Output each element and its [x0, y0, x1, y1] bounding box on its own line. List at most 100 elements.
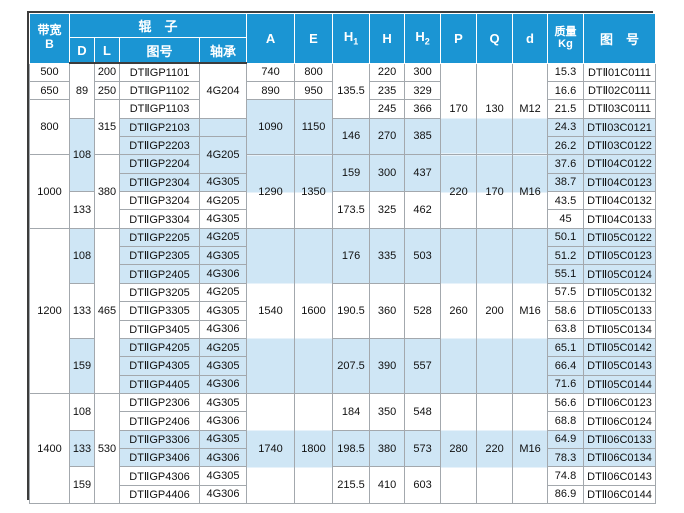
cell-b: 800 — [29, 99, 70, 156]
cell-dwg: DTⅡ03C0121 — [583, 117, 657, 137]
cell-dd: M12 — [512, 62, 549, 156]
cell-h: 390 — [369, 337, 406, 394]
header-roller-group: 辊 子 — [68, 13, 248, 38]
cell-kg: 16.6 — [547, 80, 585, 101]
cell-h1: 159 — [332, 154, 371, 193]
cell-d: 133 — [69, 429, 95, 468]
header-col-e: E — [294, 13, 334, 64]
cell-roller_no: DTⅡGP2103 — [119, 117, 200, 137]
cell-bearing: 4G205 — [198, 191, 248, 211]
cell-roller_no: DTⅡGP2304 — [119, 172, 200, 193]
cell-h: 360 — [369, 282, 406, 339]
cell-dwg: DTⅡ04C0132 — [583, 191, 657, 211]
cell-h2: 366 — [404, 99, 442, 119]
table-row: DTⅡGP3304 4G305 45 DTⅡ04C0133 — [30, 209, 657, 229]
header-col-p: P — [440, 13, 478, 64]
cell-h1: 146 — [332, 117, 371, 156]
cell-p: 220 — [440, 154, 478, 229]
cell-bearing: 4G305 — [198, 246, 248, 266]
cell-dwg: DTⅡ05C0142 — [583, 337, 657, 358]
cell-h2: 603 — [404, 466, 442, 505]
cell-d: 159 — [69, 466, 95, 505]
cell-h: 245 — [369, 99, 406, 119]
cell-h2: 557 — [404, 337, 442, 394]
cell-kg: 24.3 — [547, 117, 585, 137]
cell-dwg: DTⅡ06C0144 — [583, 484, 657, 505]
cell-roller_no: DTⅡGP3406 — [119, 448, 200, 468]
cell-roller_no: DTⅡGP3305 — [119, 301, 200, 321]
cell-dwg: DTⅡ06C0143 — [583, 466, 657, 486]
cell-h2: 548 — [404, 392, 442, 431]
cell-h2: 503 — [404, 227, 442, 284]
table-row: 133 DTⅡGP3205 4G205 190.5 360 528 57.5 DTⅡ05C01… — [30, 282, 657, 339]
cell-l: 380 — [94, 154, 120, 229]
cell-roller_no: DTⅡGP4405 — [119, 374, 200, 394]
table-row: 108 DTⅡGP2103 146 270 385 24.3 DTⅡ03C0121 — [30, 117, 657, 193]
cell-e: 950 — [294, 80, 334, 101]
cell-a: 1090 — [246, 99, 296, 156]
cell-l: 200 — [94, 62, 120, 82]
spec-table-frame: 带宽 B 辊 子 A E H1 H H2 P Q d 质量 Kg — [27, 11, 657, 505]
cell-kg: 38.7 — [547, 172, 585, 193]
cell-b: 500 — [29, 62, 70, 82]
cell-kg: 55.1 — [547, 264, 585, 284]
table-row: DTⅡGP3305 4G305 58.6 DTⅡ05C0133 — [30, 301, 657, 321]
cell-a: 890 — [246, 80, 296, 101]
cell-dwg: DTⅡ05C0143 — [583, 356, 657, 376]
cell-d: 108 — [69, 117, 95, 193]
cell-h1: 184 — [332, 392, 371, 431]
cell-dwg: DTⅡ04C0133 — [583, 209, 657, 229]
cell-kg: 37.6 — [547, 154, 585, 174]
cell-bearing: 4G305 — [198, 356, 248, 376]
cell-b: 1000 — [29, 154, 70, 229]
cell-dwg: DTⅡ06C0124 — [583, 411, 657, 431]
cell-b: 1200 — [29, 227, 70, 394]
cell-kg: 65.1 — [547, 337, 585, 358]
cell-bearing: 4G305 — [198, 466, 248, 486]
cell-kg: 45 — [547, 209, 585, 229]
cell-h1: 215.5 — [332, 466, 371, 505]
cell-roller_no: DTⅡGP3306 — [119, 429, 200, 450]
cell-h2: 528 — [404, 282, 442, 339]
table-row: DTⅡGP2203 4G205 26.2 DTⅡ03C0122 — [30, 135, 657, 174]
cell-kg: 71.6 — [547, 374, 585, 394]
cell-h: 350 — [369, 392, 406, 431]
cell-kg: 57.5 — [547, 282, 585, 303]
cell-a: 1740 — [246, 392, 296, 505]
cell-kg: 56.6 — [547, 392, 585, 413]
cell-d: 133 — [69, 191, 95, 229]
table-row: 159 DTⅡGP4205 4G205 207.5 390 557 65.1 DTⅡ05C01… — [30, 337, 657, 394]
cell-roller_no: DTⅡGP1102 — [119, 80, 200, 101]
cell-h: 235 — [369, 80, 406, 101]
cell-h2: 573 — [404, 429, 442, 468]
cell-h: 220 — [369, 62, 406, 82]
cell-bearing: 4G306 — [198, 484, 248, 505]
cell-dwg: DTⅡ05C0132 — [583, 282, 657, 303]
header-col-d-small: d — [512, 13, 549, 64]
cell-h1: 190.5 — [332, 282, 371, 339]
cell-e: 1800 — [294, 392, 334, 505]
cell-dwg: DTⅡ05C0134 — [583, 319, 657, 339]
cell-dwg: DTⅡ02C0111 — [583, 80, 657, 101]
cell-roller_no: DTⅡGP4205 — [119, 337, 200, 358]
cell-dwg: DTⅡ06C0134 — [583, 448, 657, 468]
cell-dd: M16 — [512, 154, 549, 229]
cell-bearing: 4G305 — [198, 392, 248, 413]
table-row: 800 315 DTⅡGP1103 1090 1150 245 366 21.5 DTⅡ03C0… — [29, 99, 657, 156]
cell-kg: 78.3 — [547, 448, 585, 468]
table-row: DTⅡGP4406 4G306 86.9 DTⅡ06C0144 — [30, 484, 657, 505]
cell-roller_no: DTⅡGP2204 — [119, 154, 200, 174]
cell-e: 1150 — [294, 99, 334, 156]
cell-bearing: 4G306 — [198, 319, 248, 339]
cell-q: 130 — [476, 62, 514, 156]
cell-roller_no: DTⅡGP4305 — [119, 356, 200, 376]
cell-q: 220 — [476, 392, 514, 505]
table-row: 133 DTⅡGP3306 4G305 198.5 380 573 64.9 DTⅡ06C01… — [30, 429, 657, 468]
header-col-h1: H1 — [332, 13, 371, 64]
cell-a: 1290 — [246, 154, 296, 229]
cell-dwg: DTⅡ06C0133 — [583, 429, 657, 450]
cell-dwg: DTⅡ04C0123 — [583, 172, 657, 193]
cell-bearing: 4G306 — [198, 264, 248, 284]
cell-bearing: 4G204 — [198, 62, 248, 119]
